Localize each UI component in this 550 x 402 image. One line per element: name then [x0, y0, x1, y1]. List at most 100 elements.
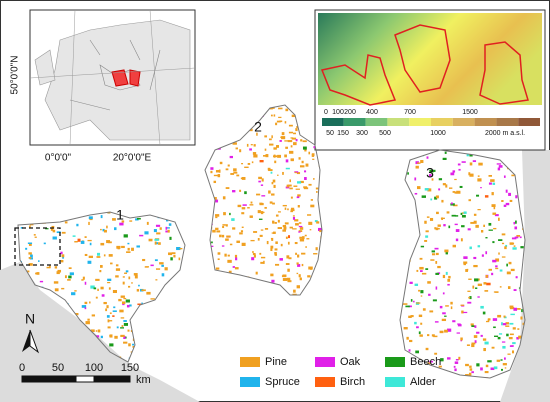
species-patch	[493, 206, 496, 210]
elevation-swatch	[322, 118, 344, 126]
species-patch	[406, 336, 409, 340]
species-patch	[285, 159, 289, 163]
species-patch	[287, 241, 290, 245]
species-patch	[299, 227, 304, 230]
species-patch	[455, 229, 460, 232]
elevation-swatch	[496, 118, 519, 126]
species-patch	[474, 325, 477, 328]
species-patch	[301, 263, 304, 267]
scale-segment	[21, 375, 41, 383]
elevation-label: 150	[337, 130, 349, 137]
species-patch	[419, 334, 423, 337]
species-patch	[112, 218, 116, 221]
species-patch	[501, 200, 504, 202]
species-patch	[465, 269, 469, 272]
species-patch	[313, 178, 315, 180]
species-patch	[499, 269, 503, 272]
species-patch	[274, 222, 277, 224]
species-patch	[502, 363, 507, 366]
species-patch	[315, 247, 318, 251]
legend-swatch	[240, 357, 260, 367]
species-patch	[448, 275, 451, 279]
species-patch	[112, 289, 117, 294]
species-patch	[477, 278, 480, 281]
species-patch	[27, 242, 33, 244]
species-patch	[316, 221, 320, 224]
species-patch	[415, 165, 419, 169]
species-patch	[81, 305, 87, 308]
species-patch	[303, 186, 308, 189]
species-patch	[407, 172, 409, 175]
species-patch	[274, 160, 277, 164]
species-patch	[428, 293, 431, 296]
species-patch	[237, 204, 242, 208]
species-patch	[221, 234, 225, 238]
species-patch	[232, 266, 235, 268]
species-patch	[236, 240, 240, 244]
species-patch	[108, 320, 113, 322]
species-patch	[273, 114, 276, 117]
species-patch	[500, 359, 503, 361]
species-patch	[88, 255, 94, 259]
species-patch	[513, 221, 516, 225]
species-patch	[432, 169, 436, 172]
species-patch	[84, 253, 88, 257]
species-patch	[413, 300, 415, 303]
species-patch	[416, 326, 419, 329]
species-patch	[67, 279, 71, 281]
species-patch	[250, 201, 253, 204]
species-patch	[461, 214, 466, 218]
species-patch	[87, 239, 92, 242]
species-patch	[512, 327, 516, 330]
species-patch	[480, 334, 483, 337]
species-patch	[168, 223, 172, 226]
species-patch	[287, 184, 292, 187]
species-patch	[502, 323, 507, 326]
species-patch	[463, 261, 468, 264]
species-patch	[76, 223, 79, 227]
species-patch	[106, 315, 110, 318]
species-patch	[218, 169, 221, 173]
species-patch	[161, 264, 164, 267]
species-patch	[60, 260, 64, 263]
species-patch	[409, 339, 413, 343]
species-patch	[259, 202, 263, 205]
species-patch	[267, 167, 271, 171]
species-patch	[154, 238, 159, 241]
species-patch	[240, 230, 244, 233]
species-patch	[493, 227, 497, 230]
species-patch	[213, 180, 217, 184]
species-patch	[232, 227, 236, 230]
species-patch	[442, 157, 447, 160]
species-patch	[408, 305, 412, 308]
elevation-label: 700	[404, 109, 416, 116]
species-patch	[144, 231, 149, 235]
species-patch	[414, 283, 419, 286]
species-patch	[28, 257, 32, 259]
species-patch	[480, 186, 482, 189]
neighbour-land	[0, 262, 200, 402]
species-patch	[284, 207, 287, 210]
lon-label: 20°0'0"E	[113, 153, 152, 164]
species-patch	[51, 225, 55, 229]
species-patch	[425, 235, 429, 238]
species-patch	[225, 224, 228, 227]
species-patch	[270, 237, 274, 240]
species-patch	[261, 195, 266, 197]
species-patch	[509, 333, 514, 336]
species-patch	[501, 256, 506, 258]
species-patch	[77, 238, 81, 242]
species-patch	[512, 247, 517, 250]
species-patch	[480, 230, 484, 233]
species-patch	[476, 331, 480, 334]
species-patch	[431, 250, 436, 253]
species-patch	[513, 289, 517, 292]
species-patch	[124, 272, 127, 274]
species-patch	[506, 263, 508, 267]
species-patch	[269, 138, 272, 141]
species-patch	[435, 252, 439, 256]
species-patch	[110, 262, 113, 265]
species-patch	[420, 295, 423, 297]
species-patch	[434, 321, 439, 323]
species-patch	[420, 290, 424, 294]
